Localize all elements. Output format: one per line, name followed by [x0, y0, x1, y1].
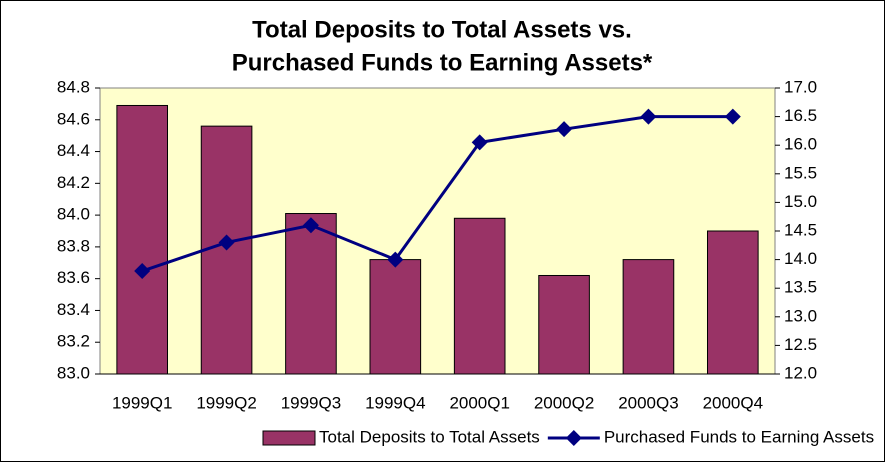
y-tick-label: 83.6: [57, 268, 90, 287]
y-tick-label: 83.4: [57, 300, 90, 319]
x-tick-label: 1999Q3: [281, 393, 342, 412]
y2-tick-label: 14.0: [784, 249, 817, 268]
y2-tick-label: 15.5: [784, 163, 817, 182]
y-tick-label: 83.2: [57, 332, 90, 351]
y-tick-label: 84.6: [57, 109, 90, 128]
y-tick-label: 83.8: [57, 236, 90, 255]
marker: [556, 121, 573, 138]
x-tick-label: 2000Q4: [703, 393, 764, 412]
x-tick-label: 1999Q1: [112, 393, 173, 412]
legend-swatch: [262, 430, 316, 446]
marker: [134, 263, 151, 280]
x-tick-label: 1999Q4: [365, 393, 426, 412]
bar: [453, 217, 506, 375]
chart-title: Purchased Funds to Earning Assets*: [232, 49, 653, 76]
marker: [471, 134, 488, 151]
y-tick-label: 83.0: [57, 363, 90, 382]
x-tick-label: 2000Q1: [449, 393, 510, 412]
marker: [387, 251, 404, 268]
y2-tick-label: 14.5: [784, 220, 817, 239]
marker: [302, 217, 319, 234]
marker: [218, 234, 235, 251]
bar: [538, 274, 590, 375]
y-tick-label: 84.4: [57, 141, 90, 160]
chart-title: Total Deposits to Total Assets vs.: [252, 16, 632, 43]
y2-tick-label: 15.0: [784, 192, 817, 211]
y-tick-label: 84.8: [57, 77, 90, 96]
y2-tick-label: 12.5: [784, 335, 817, 354]
marker: [640, 108, 657, 125]
x-tick-label: 1999Q2: [196, 393, 257, 412]
line: [141, 115, 733, 273]
bar: [707, 230, 759, 375]
legend-label: Purchased Funds to Earning Assets: [604, 427, 874, 446]
bar: [369, 259, 422, 375]
x-tick-label: 2000Q3: [618, 393, 679, 412]
y2-tick-label: 13.5: [784, 278, 817, 297]
legend-swatch: [565, 430, 582, 446]
y2-tick-label: 12.0: [784, 363, 817, 382]
bar: [285, 213, 337, 375]
y2-tick-label: 16.0: [784, 135, 817, 154]
x-tick-label: 2000Q2: [534, 393, 595, 412]
y2-tick-label: 13.0: [784, 306, 817, 325]
bar: [622, 259, 675, 375]
legend-label: Total Deposits to Total Assets: [319, 427, 540, 446]
y2-tick-label: 16.5: [784, 106, 817, 125]
y-tick-label: 84.0: [57, 205, 90, 224]
bar: [116, 104, 168, 375]
y2-tick-label: 17.0: [784, 77, 817, 96]
y-tick-label: 84.2: [57, 173, 90, 192]
marker: [724, 108, 741, 125]
